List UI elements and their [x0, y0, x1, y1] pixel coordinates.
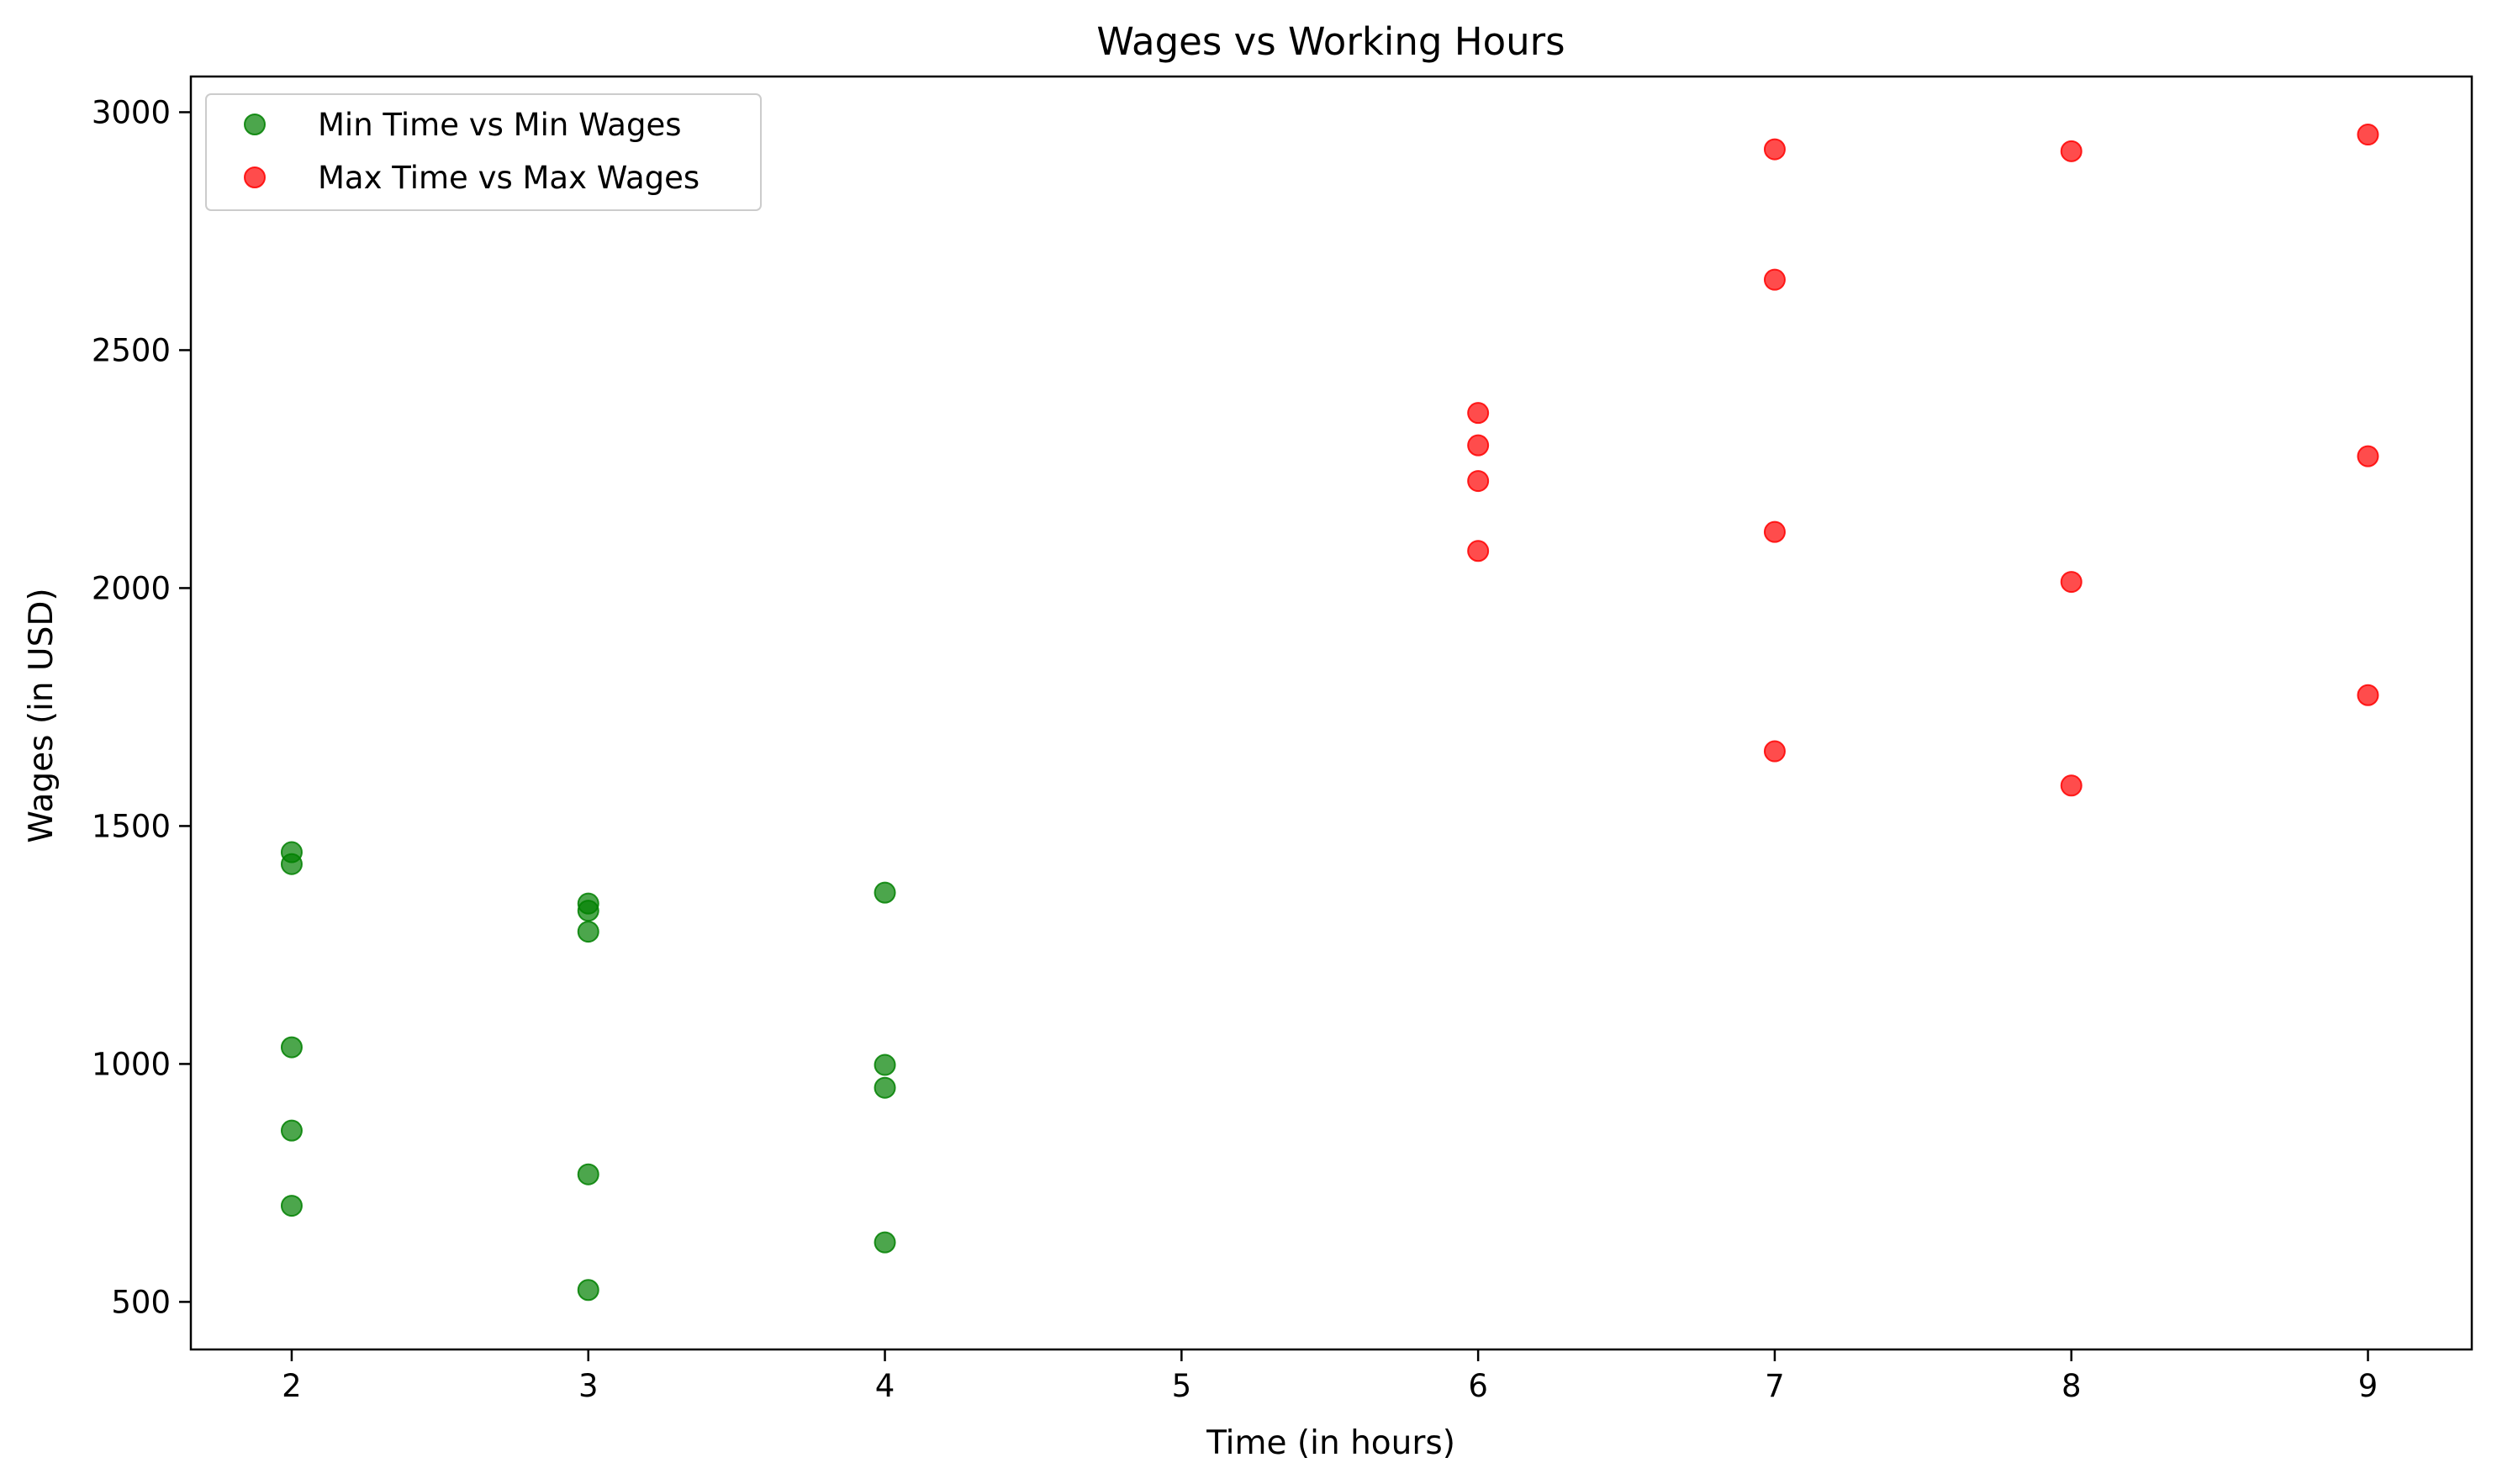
- data-point-series-2: [2357, 124, 2379, 146]
- y-tick-label: 1500: [92, 808, 171, 844]
- legend: Min Time vs Min Wages Max Time vs Max Wag…: [205, 93, 762, 211]
- data-point-series-2: [1467, 434, 1490, 457]
- data-point-series-1: [874, 881, 896, 904]
- data-point-series-1: [577, 900, 599, 922]
- y-tick-label: 1000: [92, 1046, 171, 1082]
- data-point-series-2: [1763, 138, 1786, 161]
- data-point-series-1: [874, 1231, 896, 1254]
- data-point-series-1: [874, 1054, 896, 1076]
- x-tick-label: 5: [1172, 1368, 1192, 1404]
- chart-title: Wages vs Working Hours: [1096, 19, 1565, 64]
- y-tick-label: 3000: [92, 94, 171, 130]
- data-point-series-2: [1763, 740, 1786, 763]
- legend-label: Min Time vs Min Wages: [318, 107, 682, 143]
- y-axis-label: Wages (in USD): [23, 588, 61, 842]
- data-point-series-1: [577, 1163, 599, 1186]
- legend-label: Max Time vs Max Wages: [318, 160, 699, 196]
- plot-area-frame: [189, 75, 2473, 1351]
- data-point-series-2: [2357, 684, 2379, 706]
- x-axis-ticks: 2 3 4 5 6 7 8 9: [282, 1349, 2378, 1404]
- data-point-series-1: [874, 1076, 896, 1099]
- data-point-series-2: [2060, 140, 2083, 162]
- data-point-series-2: [1467, 402, 1490, 425]
- y-tick-label: 500: [111, 1284, 171, 1320]
- legend-marker: [244, 114, 266, 135]
- data-point-series-1: [280, 1195, 303, 1217]
- data-point-series-2: [1763, 520, 1786, 543]
- data-point-series-2: [2060, 774, 2083, 797]
- x-tick-label: 6: [1468, 1368, 1488, 1404]
- data-point-series-2: [1467, 470, 1490, 493]
- x-tick-label: 2: [282, 1368, 302, 1404]
- data-point-series-1: [280, 1119, 303, 1142]
- data-point-series-1: [577, 921, 599, 943]
- data-point-series-2: [2060, 571, 2083, 594]
- y-axis-ticks: 500 1000 1500 2000 2500 3000: [92, 94, 191, 1320]
- legend-frame: [205, 93, 762, 211]
- x-tick-label: 9: [2358, 1368, 2378, 1404]
- data-point-series-2: [1467, 540, 1490, 562]
- x-tick-label: 7: [1765, 1368, 1785, 1404]
- y-tick-label: 2500: [92, 332, 171, 368]
- data-point-series-2: [2357, 445, 2379, 467]
- data-point-series-1: [577, 1279, 599, 1302]
- data-points: [280, 124, 2379, 1302]
- data-point-series-1: [280, 1036, 303, 1059]
- x-tick-label: 4: [875, 1368, 895, 1404]
- data-point-series-1: [280, 853, 303, 875]
- x-tick-label: 8: [2061, 1368, 2082, 1404]
- y-tick-label: 2000: [92, 570, 171, 606]
- x-tick-label: 3: [578, 1368, 599, 1404]
- data-point-series-2: [1763, 268, 1786, 291]
- legend-marker: [244, 166, 266, 188]
- x-axis-label: Time (in hours): [1206, 1424, 1455, 1462]
